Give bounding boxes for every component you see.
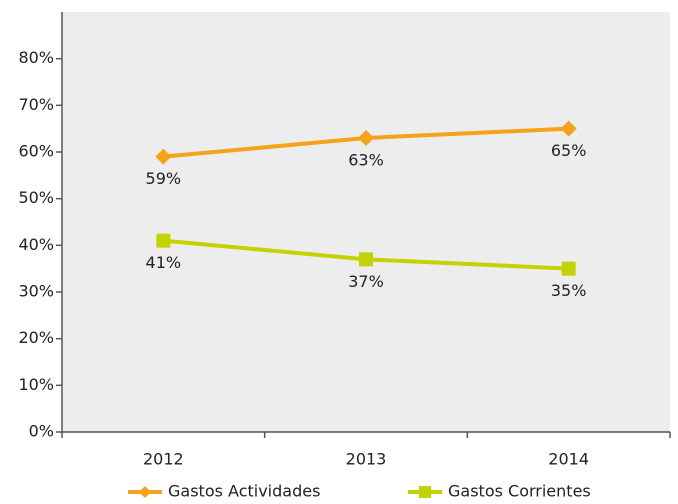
y-tick-label: 0%	[29, 422, 54, 441]
legend-label: Gastos Corrientes	[448, 482, 591, 501]
y-tick-label: 40%	[18, 235, 54, 254]
y-tick-label: 60%	[18, 142, 54, 161]
marker	[358, 130, 374, 146]
x-tick-label: 2013	[346, 450, 387, 469]
y-tick-label: 70%	[18, 95, 54, 114]
y-tick-label: 20%	[18, 328, 54, 347]
marker	[561, 261, 576, 276]
data-label: 41%	[146, 253, 182, 272]
data-label: 35%	[551, 281, 587, 300]
plot-area	[62, 12, 670, 432]
y-tick-label: 50%	[18, 188, 54, 207]
marker	[359, 252, 373, 267]
marker	[156, 233, 171, 248]
y-tick-label: 10%	[18, 375, 54, 394]
x-tick-label: 2014	[548, 450, 589, 469]
data-label: 59%	[146, 169, 182, 188]
marker	[419, 486, 431, 498]
y-tick-label: 80%	[18, 48, 54, 67]
marker	[560, 120, 577, 137]
data-label: 65%	[551, 141, 587, 160]
data-label: 63%	[348, 151, 384, 170]
x-tick-label: 2012	[143, 450, 184, 469]
y-tick-label: 30%	[18, 282, 54, 301]
data-label: 37%	[348, 272, 384, 291]
marker	[139, 486, 151, 498]
marker	[155, 148, 172, 165]
legend-label: Gastos Actividades	[168, 482, 320, 501]
